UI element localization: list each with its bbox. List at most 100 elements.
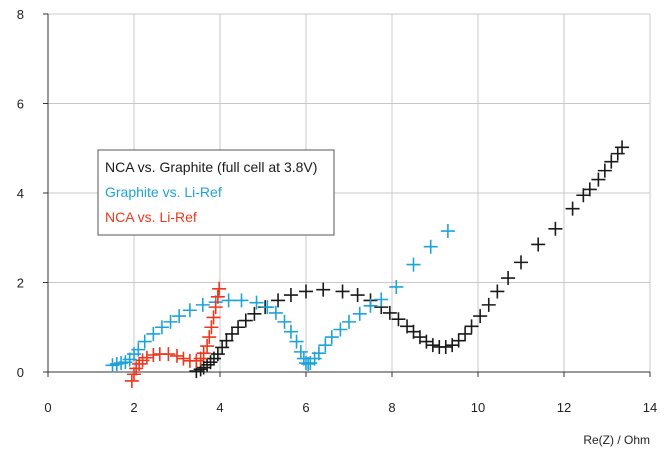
data-series — [105, 140, 630, 388]
x-tick-label: 0 — [44, 400, 51, 415]
x-tick-label: 10 — [471, 400, 485, 415]
legend: NCA vs. Graphite (full cell at 3.8V) Gra… — [97, 149, 335, 236]
data-point — [283, 288, 298, 303]
data-point — [146, 347, 161, 362]
gridlines — [48, 13, 651, 372]
data-point — [182, 303, 197, 318]
data-point — [234, 293, 249, 308]
data-point — [283, 324, 298, 339]
data-point — [154, 320, 169, 335]
data-point — [247, 306, 262, 321]
data-point — [458, 326, 473, 341]
data-point — [490, 284, 505, 299]
data-point — [208, 300, 223, 315]
data-point — [419, 334, 434, 349]
data-point — [176, 351, 191, 366]
data-point — [531, 237, 546, 252]
data-point — [514, 255, 528, 270]
data-point — [391, 312, 406, 327]
data-point — [231, 320, 246, 335]
x-tick-label: 14 — [643, 400, 657, 415]
data-point — [139, 350, 154, 365]
data-point — [451, 333, 466, 348]
data-point — [289, 334, 304, 349]
data-point — [311, 346, 326, 361]
data-point — [170, 348, 184, 363]
data-point — [591, 172, 606, 187]
data-point — [473, 309, 488, 324]
data-point — [389, 279, 404, 294]
data-point — [363, 298, 378, 313]
data-point — [219, 333, 234, 348]
x-tick-labels: 0 2 4 6 8 10 12 14 — [44, 372, 657, 415]
data-point — [342, 314, 356, 329]
data-point — [202, 330, 217, 345]
data-point — [131, 342, 146, 357]
data-point — [440, 224, 455, 239]
data-point — [161, 347, 176, 362]
y-tick-label: 8 — [17, 7, 24, 22]
x-tick-label: 12 — [557, 400, 571, 415]
y-tick-label: 0 — [17, 365, 24, 380]
data-point — [249, 295, 264, 310]
data-point — [299, 284, 313, 299]
series-1 — [189, 140, 630, 379]
data-point — [425, 338, 440, 353]
data-point — [200, 339, 215, 354]
data-point — [163, 314, 178, 329]
data-point — [260, 300, 275, 315]
x-tick-label: 6 — [302, 400, 309, 415]
data-point — [438, 339, 453, 354]
series-2 — [105, 224, 455, 373]
data-point — [335, 284, 350, 299]
x-tick-label: 8 — [388, 400, 395, 415]
data-point — [423, 239, 438, 254]
data-point — [124, 373, 139, 388]
data-point — [406, 257, 421, 272]
data-point — [210, 289, 225, 304]
data-point — [350, 288, 365, 303]
data-point — [146, 326, 161, 341]
y-tick-label: 4 — [17, 186, 24, 201]
data-point — [195, 297, 210, 312]
data-point — [212, 281, 227, 296]
data-point — [565, 201, 580, 216]
data-point — [548, 221, 563, 236]
data-point — [206, 310, 221, 325]
y-tick-labels: 0 2 4 6 8 — [17, 7, 48, 380]
data-point — [221, 293, 236, 308]
data-point — [582, 182, 597, 197]
legend-box — [97, 149, 335, 236]
data-point — [271, 293, 286, 308]
data-point — [200, 357, 215, 372]
data-point — [293, 344, 308, 359]
data-point — [481, 297, 496, 312]
data-point — [225, 326, 240, 341]
data-point — [464, 319, 479, 334]
y-tick-label: 2 — [17, 276, 24, 291]
data-point — [333, 322, 348, 337]
data-point — [238, 313, 253, 328]
data-point — [382, 305, 397, 320]
data-point — [318, 338, 333, 353]
data-point — [316, 282, 331, 297]
legend-entry-full-cell: NCA vs. Graphite (full cell at 3.8V) — [105, 159, 317, 175]
data-point — [615, 140, 630, 155]
y-tick-label: 6 — [17, 97, 24, 112]
x-axis-title: Re(Z) / Ohm — [583, 433, 650, 447]
data-point — [137, 334, 152, 349]
data-point — [352, 306, 367, 321]
data-point — [604, 154, 619, 169]
data-point — [374, 292, 389, 307]
data-point — [127, 367, 141, 382]
data-point — [277, 314, 292, 329]
data-point — [203, 355, 218, 370]
x-tick-label: 4 — [216, 400, 223, 415]
data-point — [132, 356, 147, 371]
data-point — [597, 163, 612, 178]
x-tick-label: 2 — [130, 400, 137, 415]
data-point — [324, 330, 339, 345]
data-point — [501, 271, 516, 286]
data-point — [196, 346, 211, 361]
data-point — [172, 309, 187, 324]
